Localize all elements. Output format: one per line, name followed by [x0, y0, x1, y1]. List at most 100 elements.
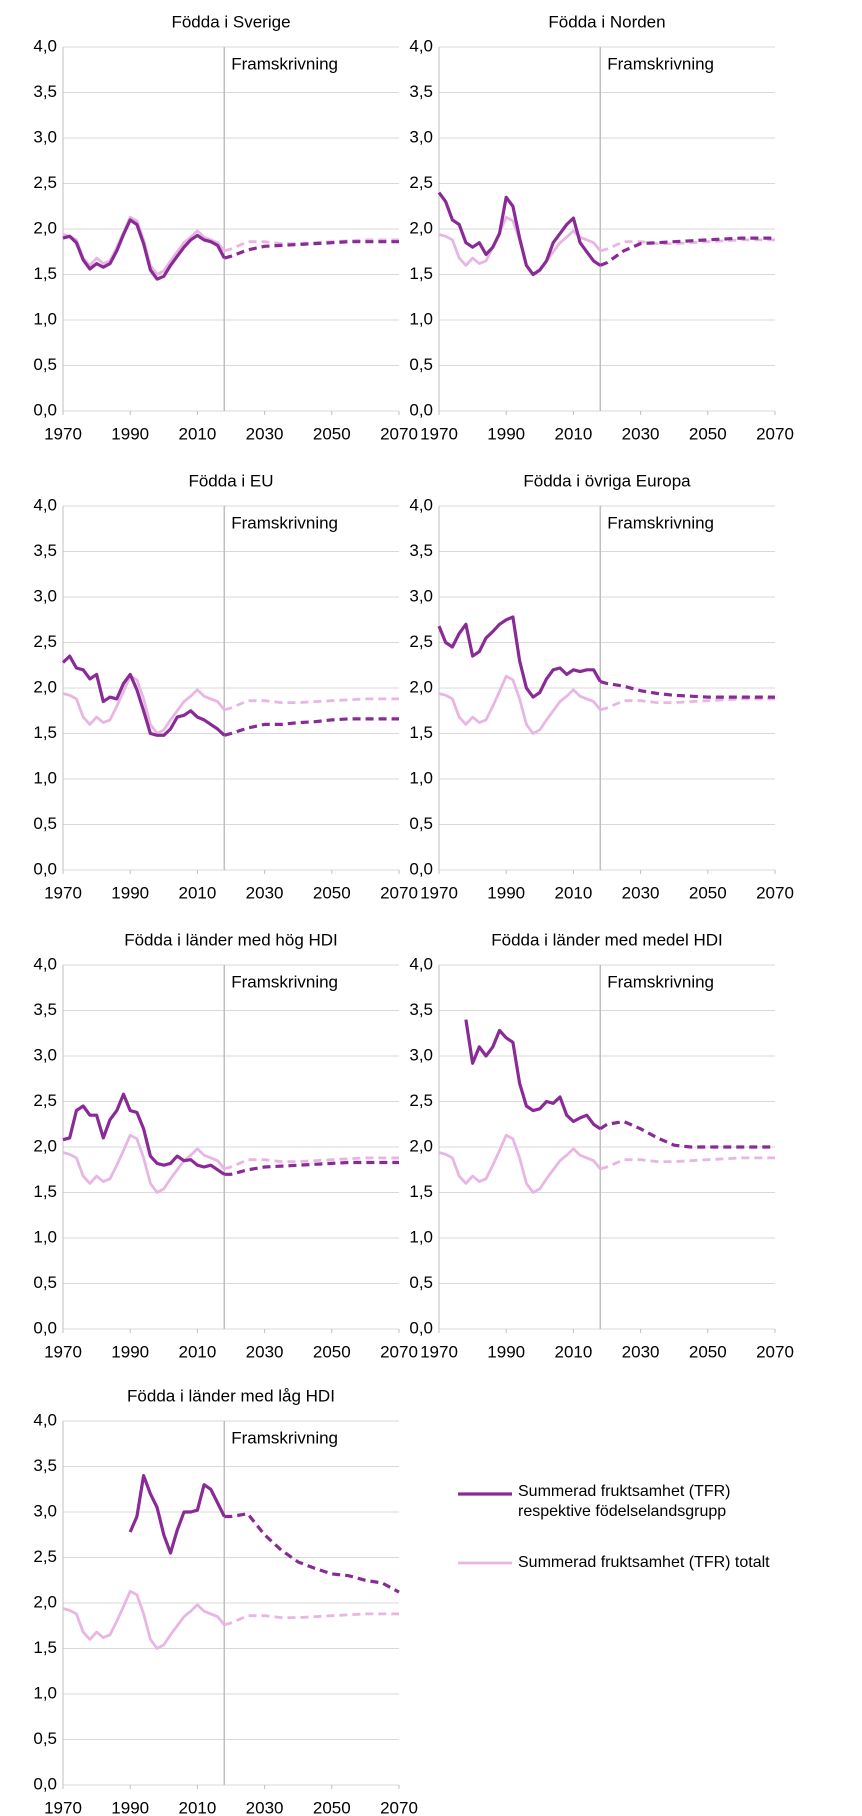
x-tick-label: 2050 — [313, 1342, 351, 1361]
y-tick-label: 0,5 — [33, 1273, 57, 1292]
y-tick-label: 4,0 — [33, 954, 57, 973]
y-tick-label: 1,0 — [409, 768, 433, 787]
y-tick-label: 0,5 — [33, 355, 57, 374]
y-tick-label: 2,5 — [33, 1091, 57, 1110]
x-tick-label: 2030 — [246, 424, 284, 443]
x-tick-label: 2050 — [313, 883, 351, 902]
y-tick-label: 3,0 — [409, 1045, 433, 1064]
y-tick-label: 1,0 — [33, 309, 57, 328]
line-series — [128, 1474, 226, 1555]
x-tick-label: 2070 — [756, 1342, 794, 1361]
y-tick-label: 3,0 — [33, 127, 57, 146]
projection-line-series — [599, 236, 775, 267]
annotation: Framskrivning — [231, 513, 338, 532]
y-tick-label: 3,5 — [409, 541, 433, 560]
x-tick-label: 2070 — [756, 883, 794, 902]
chart-title: Födda i länder med hög HDI — [124, 930, 338, 949]
x-tick-label: 2010 — [178, 883, 216, 902]
y-tick-label: 1,5 — [409, 723, 433, 742]
x-tick-label: 1970 — [44, 1798, 82, 1816]
line-series — [62, 674, 226, 735]
x-tick-label: 2010 — [178, 1798, 216, 1816]
x-tick-label: 1970 — [420, 883, 458, 902]
y-tick-label: 1,5 — [409, 1182, 433, 1201]
line-series — [438, 674, 602, 735]
x-tick-label: 2010 — [178, 424, 216, 443]
x-tick-label: 2050 — [689, 1342, 727, 1361]
y-tick-label: 0,5 — [409, 1273, 433, 1292]
y-tick-label: 2,5 — [409, 632, 433, 651]
y-tick-label: 0,0 — [33, 859, 57, 878]
annotation: Framskrivning — [231, 1428, 338, 1447]
y-tick-label: 3,0 — [33, 586, 57, 605]
x-tick-label: 2030 — [246, 1342, 284, 1361]
annotation: Framskrivning — [607, 513, 714, 532]
y-tick-label: 2,5 — [409, 1091, 433, 1110]
x-tick-label: 2070 — [756, 424, 794, 443]
y-tick-label: 0,5 — [409, 814, 433, 833]
x-tick-label: 1990 — [487, 1342, 525, 1361]
x-tick-label: 2030 — [246, 883, 284, 902]
y-tick-label: 2,0 — [33, 1592, 57, 1611]
legend-label: Summerad fruktsamhet (TFR) respektive fö… — [518, 1483, 731, 1520]
y-tick-label: 1,5 — [33, 264, 57, 283]
y-tick-label: 3,0 — [409, 586, 433, 605]
x-tick-label: 2010 — [554, 1342, 592, 1361]
chart-title: Födda i EU — [188, 471, 273, 490]
y-tick-label: 0,5 — [33, 1729, 57, 1748]
y-tick-label: 1,5 — [33, 723, 57, 742]
x-tick-label: 2050 — [689, 424, 727, 443]
x-tick-label: 2070 — [380, 1798, 418, 1816]
y-tick-label: 0,0 — [33, 1774, 57, 1793]
y-tick-label: 2,5 — [33, 173, 57, 192]
y-tick-label: 0,5 — [33, 814, 57, 833]
projection-line-series — [223, 697, 399, 712]
y-tick-label: 1,5 — [33, 1638, 57, 1657]
projection-line-series — [599, 1156, 775, 1171]
y-tick-label: 2,0 — [33, 677, 57, 696]
y-tick-label: 3,5 — [33, 82, 57, 101]
y-tick-label: 1,0 — [33, 768, 57, 787]
x-tick-label: 1990 — [111, 1342, 149, 1361]
x-tick-label: 2050 — [313, 1798, 351, 1816]
y-tick-label: 0,5 — [409, 355, 433, 374]
x-tick-label: 2070 — [380, 883, 418, 902]
annotation: Framskrivning — [607, 972, 714, 991]
x-tick-label: 2010 — [178, 1342, 216, 1361]
x-tick-label: 1970 — [44, 424, 82, 443]
y-tick-label: 2,5 — [33, 1547, 57, 1566]
y-tick-label: 4,0 — [409, 495, 433, 514]
x-tick-label: 1990 — [487, 883, 525, 902]
y-tick-label: 3,0 — [409, 127, 433, 146]
annotation: Framskrivning — [231, 54, 338, 73]
y-tick-label: 1,5 — [33, 1182, 57, 1201]
x-tick-label: 1990 — [111, 883, 149, 902]
y-tick-label: 2,0 — [33, 1136, 57, 1155]
y-tick-label: 4,0 — [409, 954, 433, 973]
y-tick-label: 2,5 — [33, 632, 57, 651]
projection-line-series — [599, 680, 775, 699]
y-tick-label: 1,0 — [33, 1227, 57, 1246]
x-tick-label: 1970 — [44, 883, 82, 902]
projection-line-series — [223, 717, 399, 737]
x-tick-label: 1970 — [420, 1342, 458, 1361]
x-tick-label: 2010 — [554, 883, 592, 902]
y-tick-label: 2,0 — [409, 677, 433, 696]
y-tick-label: 2,0 — [33, 218, 57, 237]
projection-line-series — [223, 1612, 399, 1627]
x-tick-label: 2030 — [622, 424, 660, 443]
x-tick-label: 1990 — [487, 424, 525, 443]
line-series — [62, 1092, 226, 1176]
projection-line-series — [223, 1156, 399, 1171]
y-tick-label: 2,0 — [409, 218, 433, 237]
y-tick-label: 4,0 — [33, 1410, 57, 1429]
x-tick-label: 1970 — [420, 424, 458, 443]
chart-title: Födda i Sverige — [171, 12, 290, 31]
legend-label: Summerad fruktsamhet (TFR) totalt — [518, 1554, 770, 1571]
x-tick-label: 2050 — [313, 424, 351, 443]
chart-title: Födda i länder med medel HDI — [491, 930, 723, 949]
y-tick-label: 0,0 — [33, 1318, 57, 1337]
y-tick-label: 4,0 — [33, 495, 57, 514]
